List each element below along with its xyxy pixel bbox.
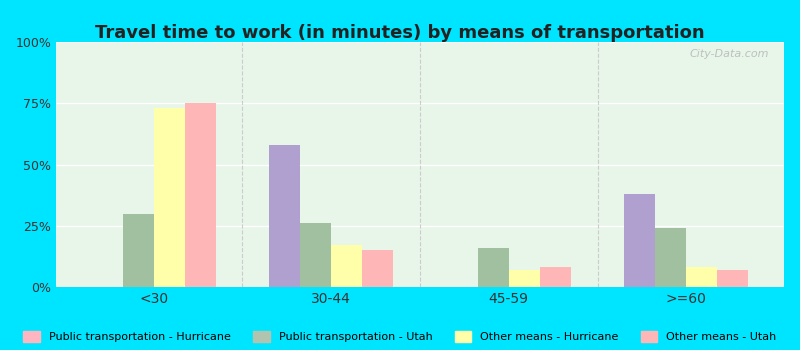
Bar — [686, 267, 718, 287]
Bar — [269, 145, 300, 287]
Bar — [655, 228, 686, 287]
Bar — [362, 250, 394, 287]
Bar — [509, 270, 540, 287]
Bar — [331, 245, 362, 287]
Bar — [540, 267, 571, 287]
Bar — [154, 108, 185, 287]
Bar — [300, 223, 331, 287]
Bar — [624, 194, 655, 287]
Bar — [478, 248, 509, 287]
Legend: Public transportation - Hurricane, Public transportation - Utah, Other means - H: Public transportation - Hurricane, Publi… — [19, 326, 781, 346]
Bar — [122, 214, 154, 287]
Text: City-Data.com: City-Data.com — [690, 49, 770, 60]
Bar — [718, 270, 749, 287]
Text: Travel time to work (in minutes) by means of transportation: Travel time to work (in minutes) by mean… — [95, 25, 705, 42]
Bar — [185, 103, 216, 287]
